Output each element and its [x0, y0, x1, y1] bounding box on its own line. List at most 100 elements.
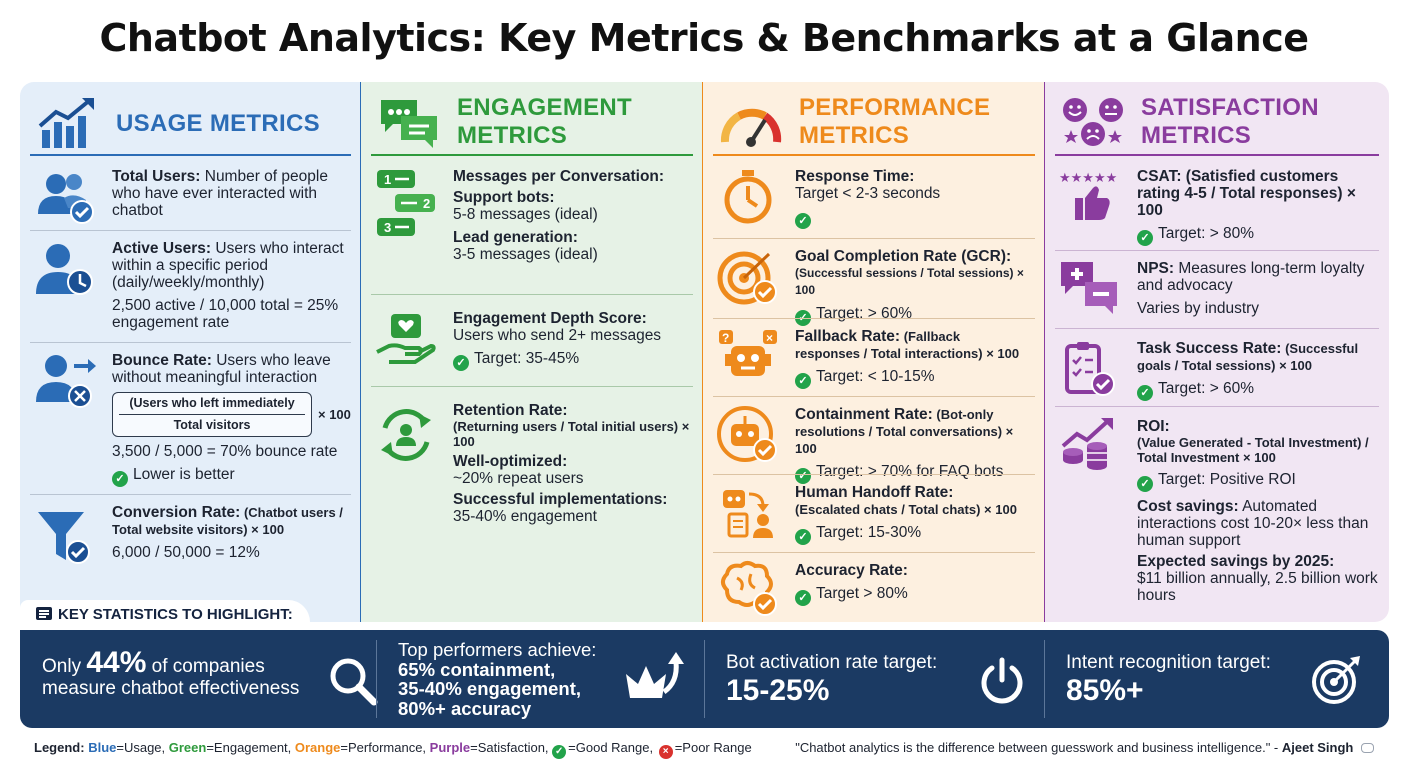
- legend-green: Green: [168, 740, 207, 755]
- handoff-title: Human Handoff Rate:: [795, 484, 954, 501]
- roi-title: ROI:: [1137, 418, 1170, 435]
- stat-bot-activation: Bot activation rate target: 15-25%: [726, 630, 1036, 728]
- usage-heading: USAGE METRICS: [116, 110, 320, 137]
- stars-thumbs-up-icon: ★★★★★: [1059, 171, 1117, 220]
- gcr-formula: (Successful sessions / Total sessions) ×…: [795, 266, 1024, 297]
- divider: [1055, 406, 1379, 407]
- gcr-target: Target: > 60%: [816, 305, 913, 322]
- svg-text:3: 3: [384, 220, 391, 235]
- implementations-value: 35-40% engagement: [453, 508, 597, 525]
- bot-to-human-icon: [723, 490, 773, 538]
- divider: [30, 342, 351, 343]
- stat-top-performers: Top performers achieve: 65% containment,…: [398, 630, 708, 728]
- lead-generation-value: 3-5 messages (ideal): [453, 246, 598, 263]
- check-icon: ✓: [795, 373, 811, 389]
- check-icon: ✓: [795, 468, 811, 484]
- containment-target: Target: > 70% for FAQ bots: [816, 463, 1004, 480]
- svg-text:?: ?: [722, 331, 729, 345]
- confused-robot-icon: ? ×: [719, 330, 777, 376]
- active-users-desc: Users who interact within a specific per…: [112, 240, 344, 291]
- performance-header: PERFORMANCE METRICS: [713, 90, 1035, 154]
- legend-purple: Purple: [429, 740, 471, 755]
- good-range-icon: ✓: [552, 745, 567, 759]
- depth-desc: Users who send 2+ messages: [453, 327, 662, 344]
- check-icon: ✓: [112, 471, 128, 487]
- support-bots-value: 5-8 messages (ideal): [453, 206, 598, 223]
- check-icon: ✓: [1137, 476, 1153, 492]
- engagement-heading-line1: ENGAGEMENT: [457, 94, 633, 121]
- gcr-title: Goal Completion Rate (GCR):: [795, 248, 1012, 265]
- power-icon: [981, 657, 1023, 704]
- expected-savings-label: Expected savings by 2025:: [1137, 553, 1335, 570]
- conversion-rate-example: 6,000 / 50,000 = 12%: [112, 544, 260, 561]
- implementations-label: Successful implementations:: [453, 491, 668, 508]
- cost-savings-label: Cost savings:: [1137, 498, 1239, 515]
- containment-formula-a: (Bot-only: [932, 407, 994, 422]
- target-check-icon: [717, 251, 777, 305]
- stat2-line2: 65% containment,: [398, 658, 556, 680]
- quote: "Chatbot analytics is the difference bet…: [795, 740, 1374, 755]
- stat2-line4: 80%+ accuracy: [398, 697, 532, 719]
- key-statistics-heading: KEY STATISTICS TO HIGHLIGHT:: [58, 606, 293, 623]
- nps-desc: Measures long-term loyalty and advocacy: [1137, 260, 1365, 294]
- check-icon: ✓: [1137, 385, 1153, 401]
- divider: [713, 396, 1035, 397]
- legend-blue: Blue: [88, 740, 117, 755]
- total-users-title: Total Users:: [112, 168, 201, 185]
- legend-good-desc: =Good Range,: [568, 740, 657, 755]
- stat1-suffix: of companies: [146, 656, 265, 677]
- magnifier-icon: [330, 658, 378, 706]
- usage-divider: [30, 154, 351, 156]
- stat1-line2: measure chatbot effectiveness: [42, 678, 300, 699]
- page-title: Chatbot Analytics: Key Metrics & Benchma…: [99, 16, 1309, 60]
- svg-text:★★★★★: ★★★★★: [1059, 171, 1117, 186]
- users-check-icon: [38, 174, 94, 224]
- support-bots-label: Support bots:: [453, 189, 555, 206]
- chat-bubbles-icon: [381, 100, 437, 148]
- satisfaction-metrics-column: SATISFACTION METRICS ★★★★★ CSAT: (Satisf…: [1045, 82, 1389, 622]
- divider: [713, 238, 1035, 239]
- nps-title: NPS:: [1137, 260, 1175, 277]
- roi-formula: (Value Generated - Total Investment) / T…: [1137, 435, 1369, 465]
- csat-target: Target: > 80%: [1158, 225, 1255, 242]
- svg-text:2: 2: [423, 196, 430, 211]
- growth-chart-icon: [38, 98, 94, 148]
- legend-green-desc: =Engagement,: [206, 740, 295, 755]
- bounce-rate-desc: Users who leave without meaningful inter…: [112, 352, 331, 386]
- fallback-formula-b: responses / Total interactions) × 100: [795, 346, 1020, 361]
- roi-target: Target: Positive ROI: [1158, 471, 1296, 488]
- satisfaction-heading-line1: SATISFACTION: [1141, 94, 1319, 121]
- banner-divider: [704, 640, 705, 718]
- nps-note: Varies by industry: [1137, 300, 1260, 317]
- brain-check-icon: [721, 561, 777, 616]
- quote-text: "Chatbot analytics is the difference bet…: [795, 740, 1282, 755]
- legend-orange-desc: =Performance,: [340, 740, 430, 755]
- stat4-label: Intent recognition target:: [1066, 652, 1271, 673]
- bounce-rate-title: Bounce Rate:: [112, 352, 212, 369]
- active-users-title: Active Users:: [112, 240, 212, 257]
- check-icon: ✓: [795, 529, 811, 545]
- stat3-label: Bot activation rate target:: [726, 652, 938, 673]
- well-optimized-value: ~20% repeat users: [453, 470, 584, 487]
- stat-intent-recognition: Intent recognition target: 85%+: [1066, 630, 1376, 728]
- total-users-desc: Number of people who have ever interacte…: [112, 168, 328, 219]
- active-users-example: 2,500 active / 10,000 total = 25% engage…: [112, 297, 339, 331]
- hand-heart-icon: [376, 314, 436, 364]
- usage-header: USAGE METRICS: [30, 90, 351, 154]
- svg-text:1: 1: [384, 172, 391, 187]
- faces-stars-icon: [1063, 98, 1123, 146]
- divider: [713, 552, 1035, 553]
- check-icon: ✓: [1137, 230, 1153, 246]
- engagement-heading-line2: METRICS: [457, 122, 568, 149]
- robot-check-icon: [717, 406, 777, 462]
- divider: [1055, 250, 1379, 251]
- performance-heading-line2: METRICS: [799, 122, 910, 149]
- satisfaction-heading-line2: METRICS: [1141, 122, 1252, 149]
- retention-formula: (Returning users / Total initial users) …: [453, 419, 690, 449]
- document-icon: [36, 607, 52, 620]
- performance-metrics-column: PERFORMANCE METRICS Response Time: Targe…: [703, 82, 1045, 622]
- coins-growth-icon: [1061, 418, 1113, 470]
- formula-denominator: Total visitors: [173, 418, 251, 432]
- bounce-rate-example: 3,500 / 5,000 = 70% bounce rate: [112, 443, 338, 460]
- response-time-title: Response Time:: [795, 168, 915, 185]
